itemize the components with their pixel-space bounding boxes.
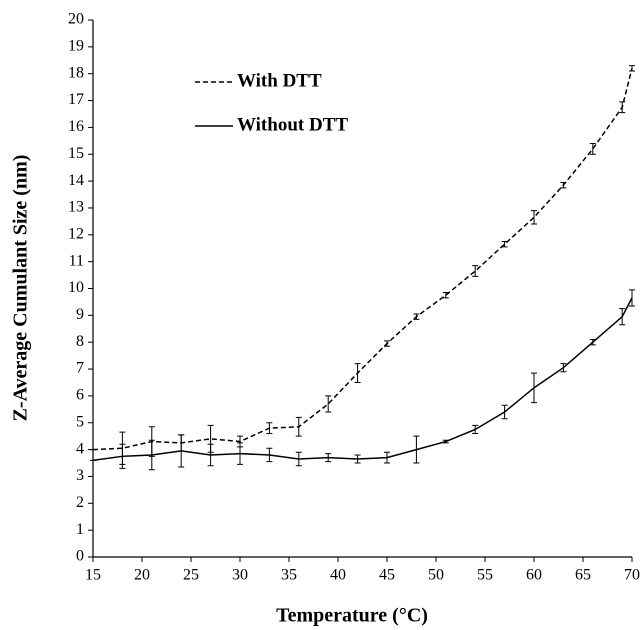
error-bar [119, 443, 126, 469]
y-tick-label: 6 [76, 387, 84, 404]
x-tick-label: 30 [232, 567, 248, 584]
error-bar [178, 434, 185, 468]
x-tick-label: 40 [330, 567, 346, 584]
x-tick-label: 60 [526, 567, 542, 584]
error-bar [589, 143, 596, 155]
error-bar [629, 289, 635, 307]
y-tick-label: 7 [76, 360, 84, 377]
y-tick-label: 20 [68, 11, 84, 28]
error-bar [325, 453, 332, 463]
x-tick-label: 45 [379, 567, 395, 584]
y-tick-label: 18 [68, 64, 84, 81]
x-tick-label: 65 [575, 567, 591, 584]
x-tick-label: 25 [183, 567, 199, 584]
error-bar [560, 181, 567, 189]
error-bar [472, 265, 479, 277]
error-bar [560, 363, 567, 373]
error-bar [472, 424, 479, 434]
error-bar [531, 210, 537, 225]
error-bar [354, 363, 361, 383]
error-bar [501, 404, 508, 420]
error-bar [413, 435, 420, 464]
error-bar [266, 422, 273, 434]
error-bar [207, 443, 214, 467]
y-tick-label: 3 [76, 467, 84, 484]
x-tick-label: 70 [624, 567, 640, 584]
error-bar [413, 313, 420, 320]
y-tick-label: 8 [76, 333, 84, 350]
y-tick-label: 10 [68, 279, 84, 296]
error-bar [501, 241, 508, 248]
y-tick-label: 19 [68, 38, 84, 55]
error-bar [295, 451, 302, 467]
error-bar [325, 395, 332, 413]
y-tick-label: 0 [76, 548, 84, 565]
error-bar [442, 439, 449, 444]
error-bar [629, 65, 635, 72]
error-bar [237, 442, 243, 465]
legend-label: With DTT [237, 70, 322, 91]
x-tick-label: 20 [134, 567, 150, 584]
error-bar [589, 339, 596, 346]
y-tick-label: 4 [76, 440, 84, 457]
legend-label: Without DTT [237, 114, 348, 135]
y-tick-label: 1 [76, 521, 84, 538]
x-axis-label: Temperature (°C) [276, 605, 428, 627]
x-tick-label: 50 [428, 567, 444, 584]
y-tick-label: 2 [76, 494, 84, 511]
y-tick-label: 15 [68, 145, 84, 162]
y-tick-label: 16 [68, 118, 84, 135]
error-bar [354, 454, 361, 464]
y-tick-label: 5 [76, 413, 84, 430]
series-line [92, 297, 633, 462]
x-tick-label: 55 [477, 567, 493, 584]
error-bar [384, 451, 390, 464]
x-tick-label: 35 [281, 567, 297, 584]
y-axis-label: Z-Average Cumulant Size (nm) [10, 155, 32, 422]
y-tick-label: 13 [68, 199, 84, 216]
error-bar [619, 308, 626, 326]
error-bar [442, 292, 449, 299]
y-tick-label: 9 [76, 306, 84, 323]
error-bar [384, 340, 390, 347]
error-bar [531, 372, 537, 404]
y-tick-label: 12 [68, 225, 84, 242]
y-tick-label: 17 [68, 91, 84, 108]
y-tick-label: 11 [69, 252, 84, 269]
y-tick-label: 14 [68, 172, 84, 189]
error-bar [295, 416, 302, 437]
series-line [92, 68, 633, 451]
error-bar [266, 447, 273, 463]
error-bar [148, 439, 155, 471]
error-bar [619, 101, 626, 114]
x-tick-label: 15 [85, 567, 101, 584]
